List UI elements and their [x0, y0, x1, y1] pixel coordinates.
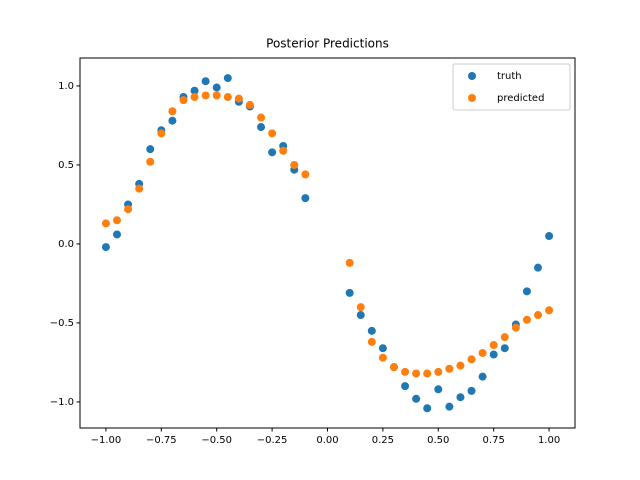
- point: [212, 91, 221, 100]
- point: [445, 402, 454, 411]
- legend-label: truth: [497, 71, 522, 82]
- point: [190, 86, 199, 95]
- point: [290, 160, 299, 169]
- point: [168, 116, 177, 125]
- point: [301, 194, 310, 203]
- point: [478, 348, 487, 357]
- y-tick-label: 0.0: [58, 239, 74, 250]
- point: [533, 311, 542, 320]
- point: [445, 364, 454, 373]
- y-tick-label: 1.0: [58, 81, 74, 92]
- point: [135, 184, 144, 193]
- point: [500, 333, 509, 342]
- x-tick-label: 0.00: [316, 435, 338, 446]
- point: [157, 129, 166, 138]
- point: [345, 258, 354, 267]
- point: [301, 170, 310, 179]
- point: [168, 107, 177, 116]
- point: [478, 372, 487, 381]
- point: [545, 306, 554, 315]
- legend-marker: [468, 72, 476, 80]
- point: [101, 243, 110, 252]
- point: [113, 216, 122, 225]
- point: [201, 77, 210, 86]
- legend-box: [452, 63, 571, 111]
- x-tick-label: 0.25: [372, 435, 394, 446]
- chart-title: Posterior Predictions: [266, 37, 389, 51]
- point: [378, 344, 387, 353]
- point: [245, 100, 254, 109]
- point: [412, 394, 421, 403]
- point: [367, 326, 376, 335]
- point: [545, 232, 554, 241]
- point: [533, 263, 542, 272]
- point: [389, 363, 398, 372]
- legend-label: predicted: [497, 93, 544, 104]
- point: [456, 393, 465, 402]
- point: [467, 355, 476, 364]
- point: [223, 74, 232, 83]
- point: [212, 83, 221, 92]
- point: [101, 219, 110, 228]
- y-tick-label: −0.5: [50, 318, 74, 329]
- point: [367, 337, 376, 346]
- point: [279, 146, 288, 155]
- point: [522, 287, 531, 296]
- point: [434, 385, 443, 394]
- x-tick-label: 0.50: [427, 435, 449, 446]
- point: [345, 288, 354, 297]
- point: [401, 367, 410, 376]
- point: [113, 230, 122, 239]
- point: [146, 157, 155, 166]
- point: [423, 404, 432, 413]
- point: [423, 369, 432, 378]
- point: [201, 91, 210, 100]
- point: [378, 353, 387, 362]
- point: [268, 129, 277, 138]
- point: [179, 96, 188, 105]
- point: [489, 341, 498, 350]
- x-tick-label: −0.25: [257, 435, 288, 446]
- point: [467, 386, 476, 395]
- point: [434, 367, 443, 376]
- x-tick-label: −1.00: [91, 435, 122, 446]
- point: [401, 382, 410, 391]
- point: [511, 323, 520, 332]
- y-tick-label: 0.5: [58, 160, 74, 171]
- point: [489, 350, 498, 359]
- point: [500, 344, 509, 353]
- point: [356, 311, 365, 320]
- y-tick-label: −1.0: [50, 397, 74, 408]
- point: [268, 148, 277, 157]
- point: [146, 145, 155, 154]
- point: [522, 315, 531, 324]
- point: [257, 113, 266, 122]
- x-tick-label: 1.00: [538, 435, 560, 446]
- x-tick-label: −0.50: [201, 435, 232, 446]
- point: [412, 369, 421, 378]
- point: [257, 123, 266, 132]
- x-tick-label: 0.75: [483, 435, 505, 446]
- x-tick-label: −0.75: [146, 435, 177, 446]
- point: [356, 303, 365, 312]
- legend-marker: [468, 94, 476, 102]
- point: [124, 205, 133, 214]
- point: [190, 93, 199, 102]
- point: [234, 94, 243, 103]
- point: [456, 361, 465, 370]
- point: [223, 93, 232, 102]
